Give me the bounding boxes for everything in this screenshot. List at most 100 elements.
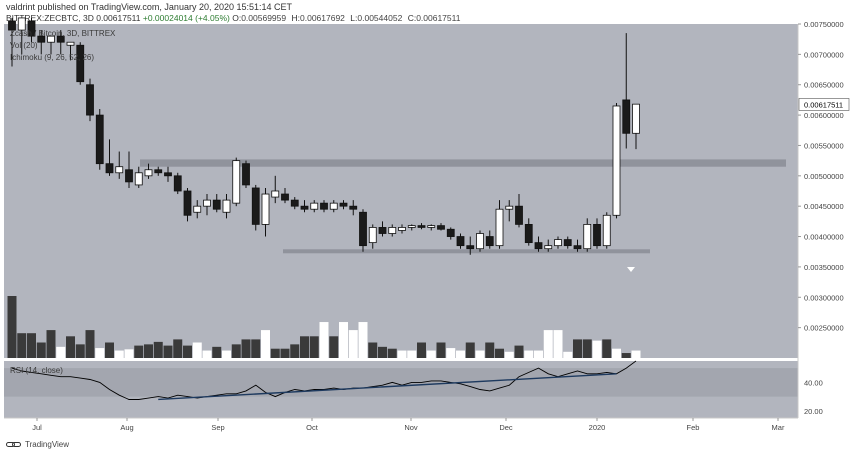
volume-bar [612, 348, 621, 358]
price-tick-label: 0.00600000 [804, 111, 844, 120]
legend-vol: Vol (20) [10, 41, 38, 50]
volume-bar [329, 336, 339, 358]
candle-body [105, 163, 114, 174]
candle-body [56, 35, 65, 43]
volume-bar [621, 353, 631, 358]
volume-bar [514, 345, 524, 358]
volume-bar [378, 346, 387, 358]
volume-bar [231, 344, 241, 358]
symbol-label: BITTREX:ZECBTC, 3D [6, 13, 94, 23]
candle-body [515, 205, 523, 225]
volume-bar [573, 339, 582, 358]
volume-bar [300, 336, 309, 358]
candle-body [281, 193, 289, 201]
price-tick-label: 0.00750000 [804, 20, 844, 29]
price-pane-background [4, 24, 798, 358]
volume-bar [222, 350, 231, 358]
low-value: 0.00544052 [357, 13, 403, 23]
volume-bar [426, 350, 436, 358]
volume-bar [251, 339, 261, 358]
volume-bar [524, 350, 534, 358]
candle-body [485, 236, 494, 247]
candle-body [66, 41, 75, 46]
candle-body [524, 223, 533, 244]
time-tick-label: Nov [404, 423, 418, 432]
volume-bar [339, 322, 348, 358]
volume-bar [348, 330, 358, 358]
support-zone [140, 159, 786, 167]
time-tick-label: Dec [499, 423, 513, 432]
price-tick-label: 0.00300000 [804, 293, 844, 302]
candle-body [242, 163, 250, 186]
volume-bar [553, 330, 563, 358]
volume-bar [134, 345, 144, 358]
volume-bar [114, 350, 124, 358]
candle-body [203, 199, 211, 207]
candle-body [329, 202, 338, 210]
candle-body [378, 227, 387, 234]
volume-bar [543, 330, 553, 358]
volume-bar [485, 342, 495, 358]
candle-body [47, 35, 55, 43]
candlesticks [8, 17, 640, 255]
price-tick-label: 0.00650000 [804, 81, 844, 90]
candle-body [86, 84, 94, 116]
price-tick-label: 0.00550000 [804, 141, 844, 150]
candle-body [466, 245, 475, 250]
candle-body [554, 239, 562, 247]
volume-bar [319, 322, 329, 358]
volume-bar [75, 344, 85, 358]
candle-body [388, 227, 397, 234]
candle-body [76, 44, 85, 83]
candle-body [193, 205, 202, 213]
rsi-tick-label: 40.00 [804, 378, 823, 387]
volume-bar [192, 342, 202, 358]
volume-bar [85, 330, 95, 358]
footer: TradingView [6, 440, 69, 449]
volume-bar [27, 333, 36, 358]
candle-body [27, 20, 36, 37]
candle-body [134, 172, 143, 186]
time-tick-label: Aug [120, 423, 133, 432]
volume-bar [602, 339, 612, 358]
volume-bar [183, 345, 192, 358]
volume-bar [456, 350, 465, 358]
time-tick-label: 2020 [589, 423, 606, 432]
candle-body [368, 227, 377, 244]
volume-bar [407, 350, 417, 358]
last-price-tag [798, 98, 850, 111]
candle-body [573, 245, 582, 250]
volume-bar [495, 348, 504, 358]
candle-body [271, 190, 280, 198]
candle-body [495, 208, 504, 247]
candle-body [339, 202, 348, 207]
time-tick-label: Mar [772, 423, 785, 432]
price-change: +0.00024014 (+4.05%) [142, 13, 230, 23]
volume-bar [144, 344, 153, 358]
last-price-tag-label: 0.00617511 [804, 100, 843, 109]
candle-body [173, 175, 182, 192]
rsi-tick-label: 20.00 [804, 407, 823, 416]
last-price: 0.00617511 [96, 13, 141, 23]
candle-body [164, 172, 172, 177]
candle-body [251, 187, 260, 225]
volume-bar [563, 351, 573, 358]
volume-bar [592, 340, 602, 358]
candle-body [437, 225, 445, 230]
volume-bar [397, 350, 407, 358]
low-label: L: [350, 13, 358, 23]
volume-bar [7, 296, 17, 358]
candle-body [602, 214, 611, 247]
candle-body [261, 193, 270, 225]
candle-body [359, 211, 367, 247]
candle-body [476, 233, 484, 250]
candle-body [583, 223, 592, 250]
volume-bar [504, 351, 514, 358]
volume-bar [36, 342, 46, 358]
high-value: 0.00617692 [300, 13, 345, 23]
volume-bar [17, 333, 27, 358]
volume-bar [46, 330, 56, 358]
candle-body [407, 225, 416, 228]
candle-body [505, 205, 514, 210]
